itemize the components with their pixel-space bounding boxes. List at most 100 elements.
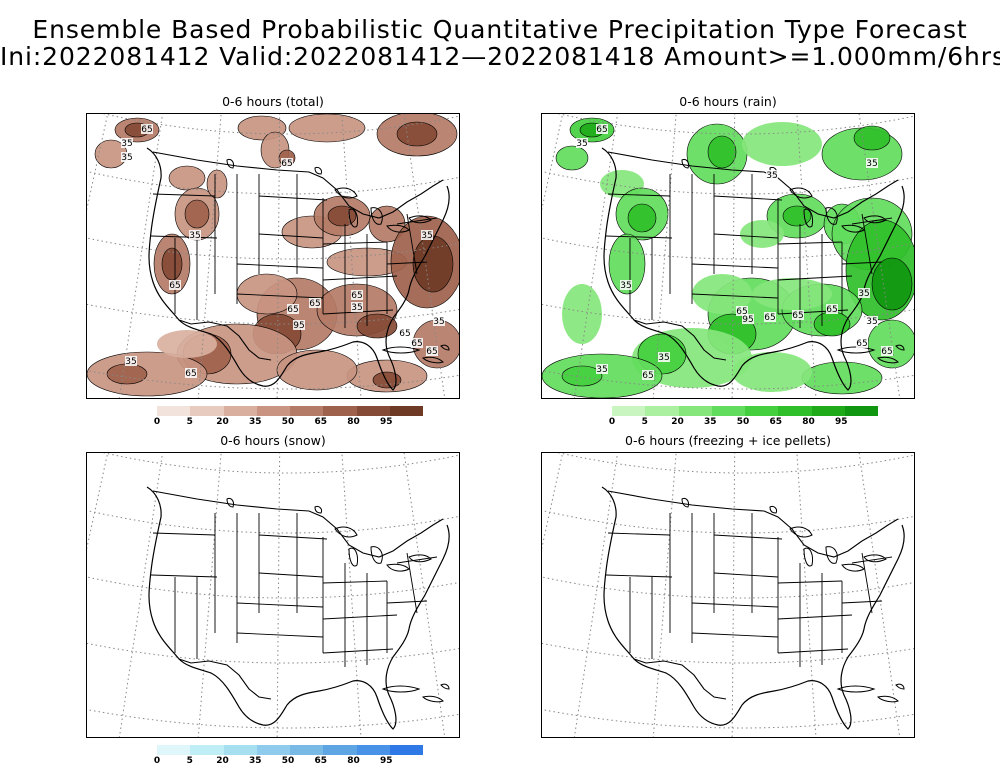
chart-title: Ensemble Based Probabilistic Quantitativ…: [32, 15, 968, 44]
latitude-line: [542, 708, 914, 729]
longitude-line: [287, 453, 460, 738]
legend-swatch: [389, 406, 423, 416]
legend-swatch: [256, 406, 290, 416]
lake-outline: [789, 187, 813, 199]
legend-swatch: [645, 406, 679, 416]
latitude-line: [87, 708, 459, 729]
probability-area: [555, 145, 589, 171]
contour-label-bg: [856, 338, 868, 348]
island-outline: [422, 695, 444, 703]
state-border: [322, 614, 398, 620]
lake-outline: [803, 547, 813, 567]
panel-title-freezing: 0-6 hours (freezing + ice pellets): [625, 433, 831, 448]
contour-label-bg: [576, 138, 588, 148]
legend-swatch: [678, 406, 712, 416]
probability-area: [801, 361, 883, 395]
contour-label: 35: [858, 289, 869, 299]
probability-area: [752, 278, 832, 310]
probability-area: [871, 257, 913, 311]
contour-label: 35: [866, 317, 877, 327]
probability-area: [168, 165, 206, 191]
latitude-line: [542, 509, 914, 534]
panel-title-rain: 0-6 hours (rain): [679, 94, 777, 109]
contour-label-bg: [351, 290, 363, 300]
legend-tick-label: 20: [671, 417, 684, 427]
contour-label: 65: [399, 329, 410, 339]
state-border: [406, 213, 418, 275]
legend-swatch: [389, 745, 423, 755]
contour-label: 65: [309, 299, 320, 309]
state-border: [861, 213, 873, 275]
legend-tick-label: 80: [347, 756, 360, 766]
legend-swatch: [323, 745, 357, 755]
state-border: [152, 193, 216, 197]
longitude-line: [652, 453, 677, 737]
contour-label-bg: [596, 364, 608, 374]
legend-tick-label: 50: [281, 417, 295, 427]
contour-label-bg: [121, 138, 133, 148]
contour-label-bg: [189, 230, 201, 240]
contour-label: 65: [169, 281, 180, 291]
legend-tick-label: 95: [379, 756, 393, 766]
legend-tick-label: 35: [248, 417, 262, 427]
state-border: [150, 235, 218, 239]
lake-outline: [348, 208, 358, 228]
contour-label-bg: [764, 312, 776, 322]
contour-label: 35: [658, 353, 669, 363]
state-border: [236, 632, 324, 638]
mexico-border: [178, 658, 272, 700]
latitude-line: [102, 114, 459, 135]
legend-swatch: [356, 406, 390, 416]
contour-label: 35: [766, 171, 777, 181]
lake-outline: [370, 546, 383, 564]
legend-tick-label: 5: [186, 756, 193, 766]
legend-swatch: [223, 745, 257, 755]
probability-area: [276, 349, 358, 391]
longitude-line: [276, 453, 281, 737]
state-border: [861, 552, 873, 614]
longitude-line: [197, 453, 222, 737]
state-border: [322, 241, 388, 245]
lake-outline: [226, 159, 234, 169]
mexico-border: [633, 658, 727, 700]
panel-title-snow: 0-6 hours (snow): [220, 433, 326, 448]
longitude-line: [796, 453, 817, 737]
contour-label: 35: [866, 159, 877, 169]
contour-label: 65: [411, 339, 422, 349]
contour-label-bg: [399, 328, 411, 338]
contour-label: 65: [826, 305, 837, 315]
contour-label-bg: [736, 306, 748, 316]
contour-label: 35: [596, 365, 607, 375]
state-border: [322, 580, 388, 584]
lake-outline: [226, 498, 234, 508]
state-border: [777, 648, 849, 654]
longitude-line: [341, 453, 362, 737]
legend-tick-label: 35: [248, 756, 262, 766]
legend-tick-label: 20: [216, 417, 229, 427]
longitude-line: [731, 453, 736, 737]
longitude-line: [118, 453, 164, 737]
legend-swatch: [223, 406, 257, 416]
probability-area: [853, 125, 891, 151]
probability-field: [87, 114, 459, 397]
contour-label-bg: [866, 316, 878, 326]
island-outline: [422, 356, 444, 364]
state-border: [691, 293, 779, 299]
probability-area: [206, 169, 228, 199]
lake-outline: [825, 546, 838, 564]
legend-swatch: [778, 406, 812, 416]
probability-area: [161, 247, 183, 281]
map-total: 65 35 65 35 65 35 35 65 65 95 65 65 65 65 35 65 35 35: [86, 113, 460, 399]
state-border: [386, 261, 428, 265]
contour-label-bg: [125, 356, 137, 366]
lake-outline: [681, 159, 689, 169]
legend-swatch: [323, 406, 357, 416]
contour-label: 65: [764, 313, 775, 323]
legend-rain: 0 5 20 35 50 65 80 95: [608, 406, 878, 428]
lake-outline: [681, 498, 689, 508]
contour-label-bg: [185, 368, 197, 378]
state-border: [691, 602, 779, 608]
probability-area: [561, 365, 603, 387]
contour-label: 65: [881, 347, 892, 357]
state-border: [152, 532, 216, 536]
